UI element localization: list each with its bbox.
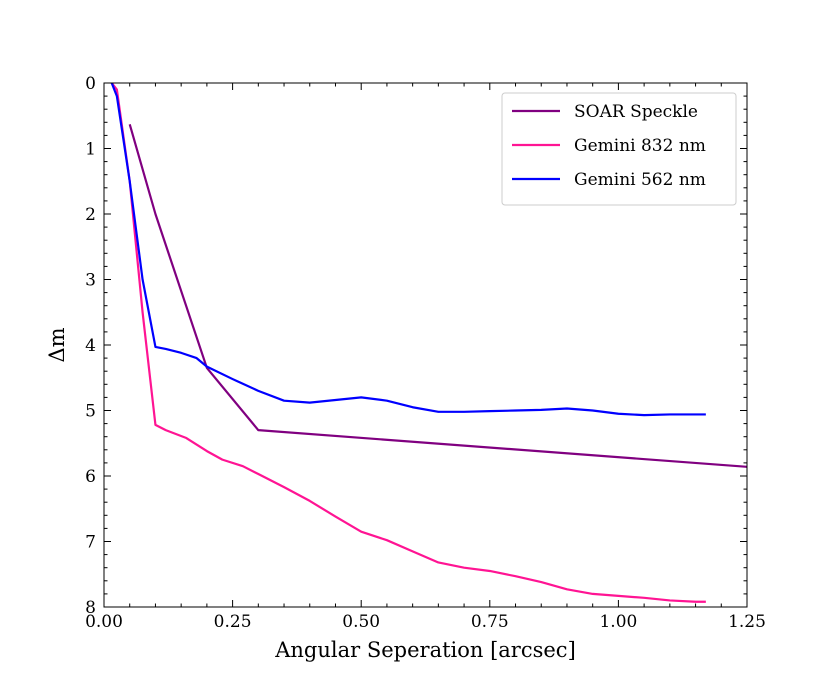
x-tick-label: 0.00 [85, 612, 123, 632]
series-layer [110, 83, 747, 603]
legend-label-2: Gemini 562 nm [574, 170, 706, 190]
ticks-layer [103, 82, 748, 608]
x-axis-label: Angular Seperation [arcsec] [274, 638, 576, 662]
y-tick-label: 7 [85, 533, 96, 553]
legend: SOAR Speckle Gemini 832 nm Gemini 562 nm [501, 92, 737, 206]
y-tick-label: 5 [85, 402, 96, 422]
y-axis-label: Δm [45, 327, 69, 362]
series-line-0 [128, 123, 747, 468]
y-tick-label: 0 [85, 74, 96, 94]
plot-frame [103, 82, 748, 608]
series-line-2 [110, 83, 706, 417]
legend-label-1: Gemini 832 nm [574, 136, 706, 156]
x-tick-label: 0.50 [342, 612, 380, 632]
y-tick-label: 6 [85, 467, 96, 487]
x-tick-label: 0.25 [214, 612, 252, 632]
tick-labels-layer: 0.00 0.25 0.50 0.75 1.00 1.25 0 1 2 3 4 5 6 7 8 [85, 74, 766, 632]
series-line-1 [110, 83, 706, 603]
y-tick-label: 1 [85, 140, 96, 160]
y-tick-label: 2 [85, 205, 96, 225]
x-tick-label: 1.00 [599, 612, 637, 632]
x-tick-label: 1.25 [728, 612, 766, 632]
legend-box [501, 92, 737, 206]
y-tick-label: 3 [85, 271, 96, 291]
x-tick-label: 0.75 [471, 612, 509, 632]
y-tick-label: 8 [85, 598, 96, 618]
y-tick-label: 4 [85, 336, 96, 356]
legend-label-0: SOAR Speckle [574, 102, 698, 122]
